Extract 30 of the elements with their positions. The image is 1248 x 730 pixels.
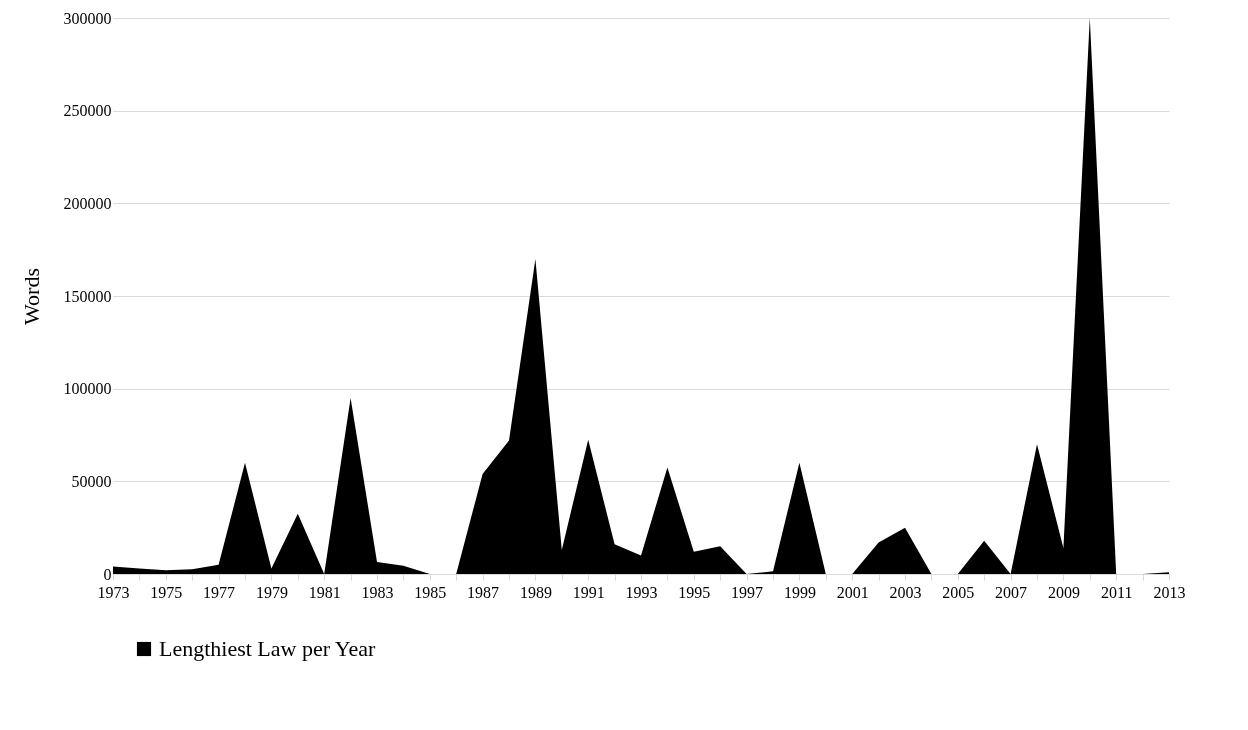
x-tick-label: 2009 bbox=[1047, 583, 1080, 601]
y-tick-label: 50000 bbox=[71, 472, 112, 490]
x-tick-label: 1993 bbox=[625, 583, 658, 601]
x-tick-label: 1987 bbox=[467, 583, 500, 601]
y-tick-label: 250000 bbox=[63, 102, 112, 120]
x-tick-label: 1995 bbox=[678, 583, 711, 601]
x-tick-label: 1973 bbox=[97, 583, 130, 601]
x-tick-label: 2007 bbox=[995, 583, 1028, 601]
y-tick-label: 100000 bbox=[63, 380, 112, 398]
y-tick-label: 200000 bbox=[63, 194, 112, 212]
x-tick-label: 1975 bbox=[150, 583, 183, 601]
y-tick-label: 300000 bbox=[63, 9, 112, 27]
x-tick-label: 1979 bbox=[255, 583, 288, 601]
y-axis-title: Words bbox=[18, 268, 44, 325]
x-tick-label: 2003 bbox=[889, 583, 922, 601]
x-tick-label: 1989 bbox=[519, 583, 552, 601]
x-tick-label: 2011 bbox=[1101, 583, 1133, 601]
y-tick-label: 0 bbox=[103, 565, 112, 583]
x-tick-label: 1981 bbox=[308, 583, 341, 601]
x-tick-label: 1983 bbox=[361, 583, 394, 601]
x-tick-label: 1991 bbox=[572, 583, 605, 601]
y-tick-label: 150000 bbox=[63, 287, 112, 305]
x-tick-label: 2005 bbox=[942, 583, 975, 601]
x-tick-label: 2013 bbox=[1153, 583, 1186, 601]
x-tick-label: 1985 bbox=[414, 583, 447, 601]
x-tick-label: 2001 bbox=[836, 583, 869, 601]
legend-label: Lengthiest Law per Year bbox=[159, 636, 376, 661]
x-tick-label: 1999 bbox=[783, 583, 816, 601]
x-tick-label: 1997 bbox=[731, 583, 764, 601]
x-tick-label: 1977 bbox=[203, 583, 236, 601]
